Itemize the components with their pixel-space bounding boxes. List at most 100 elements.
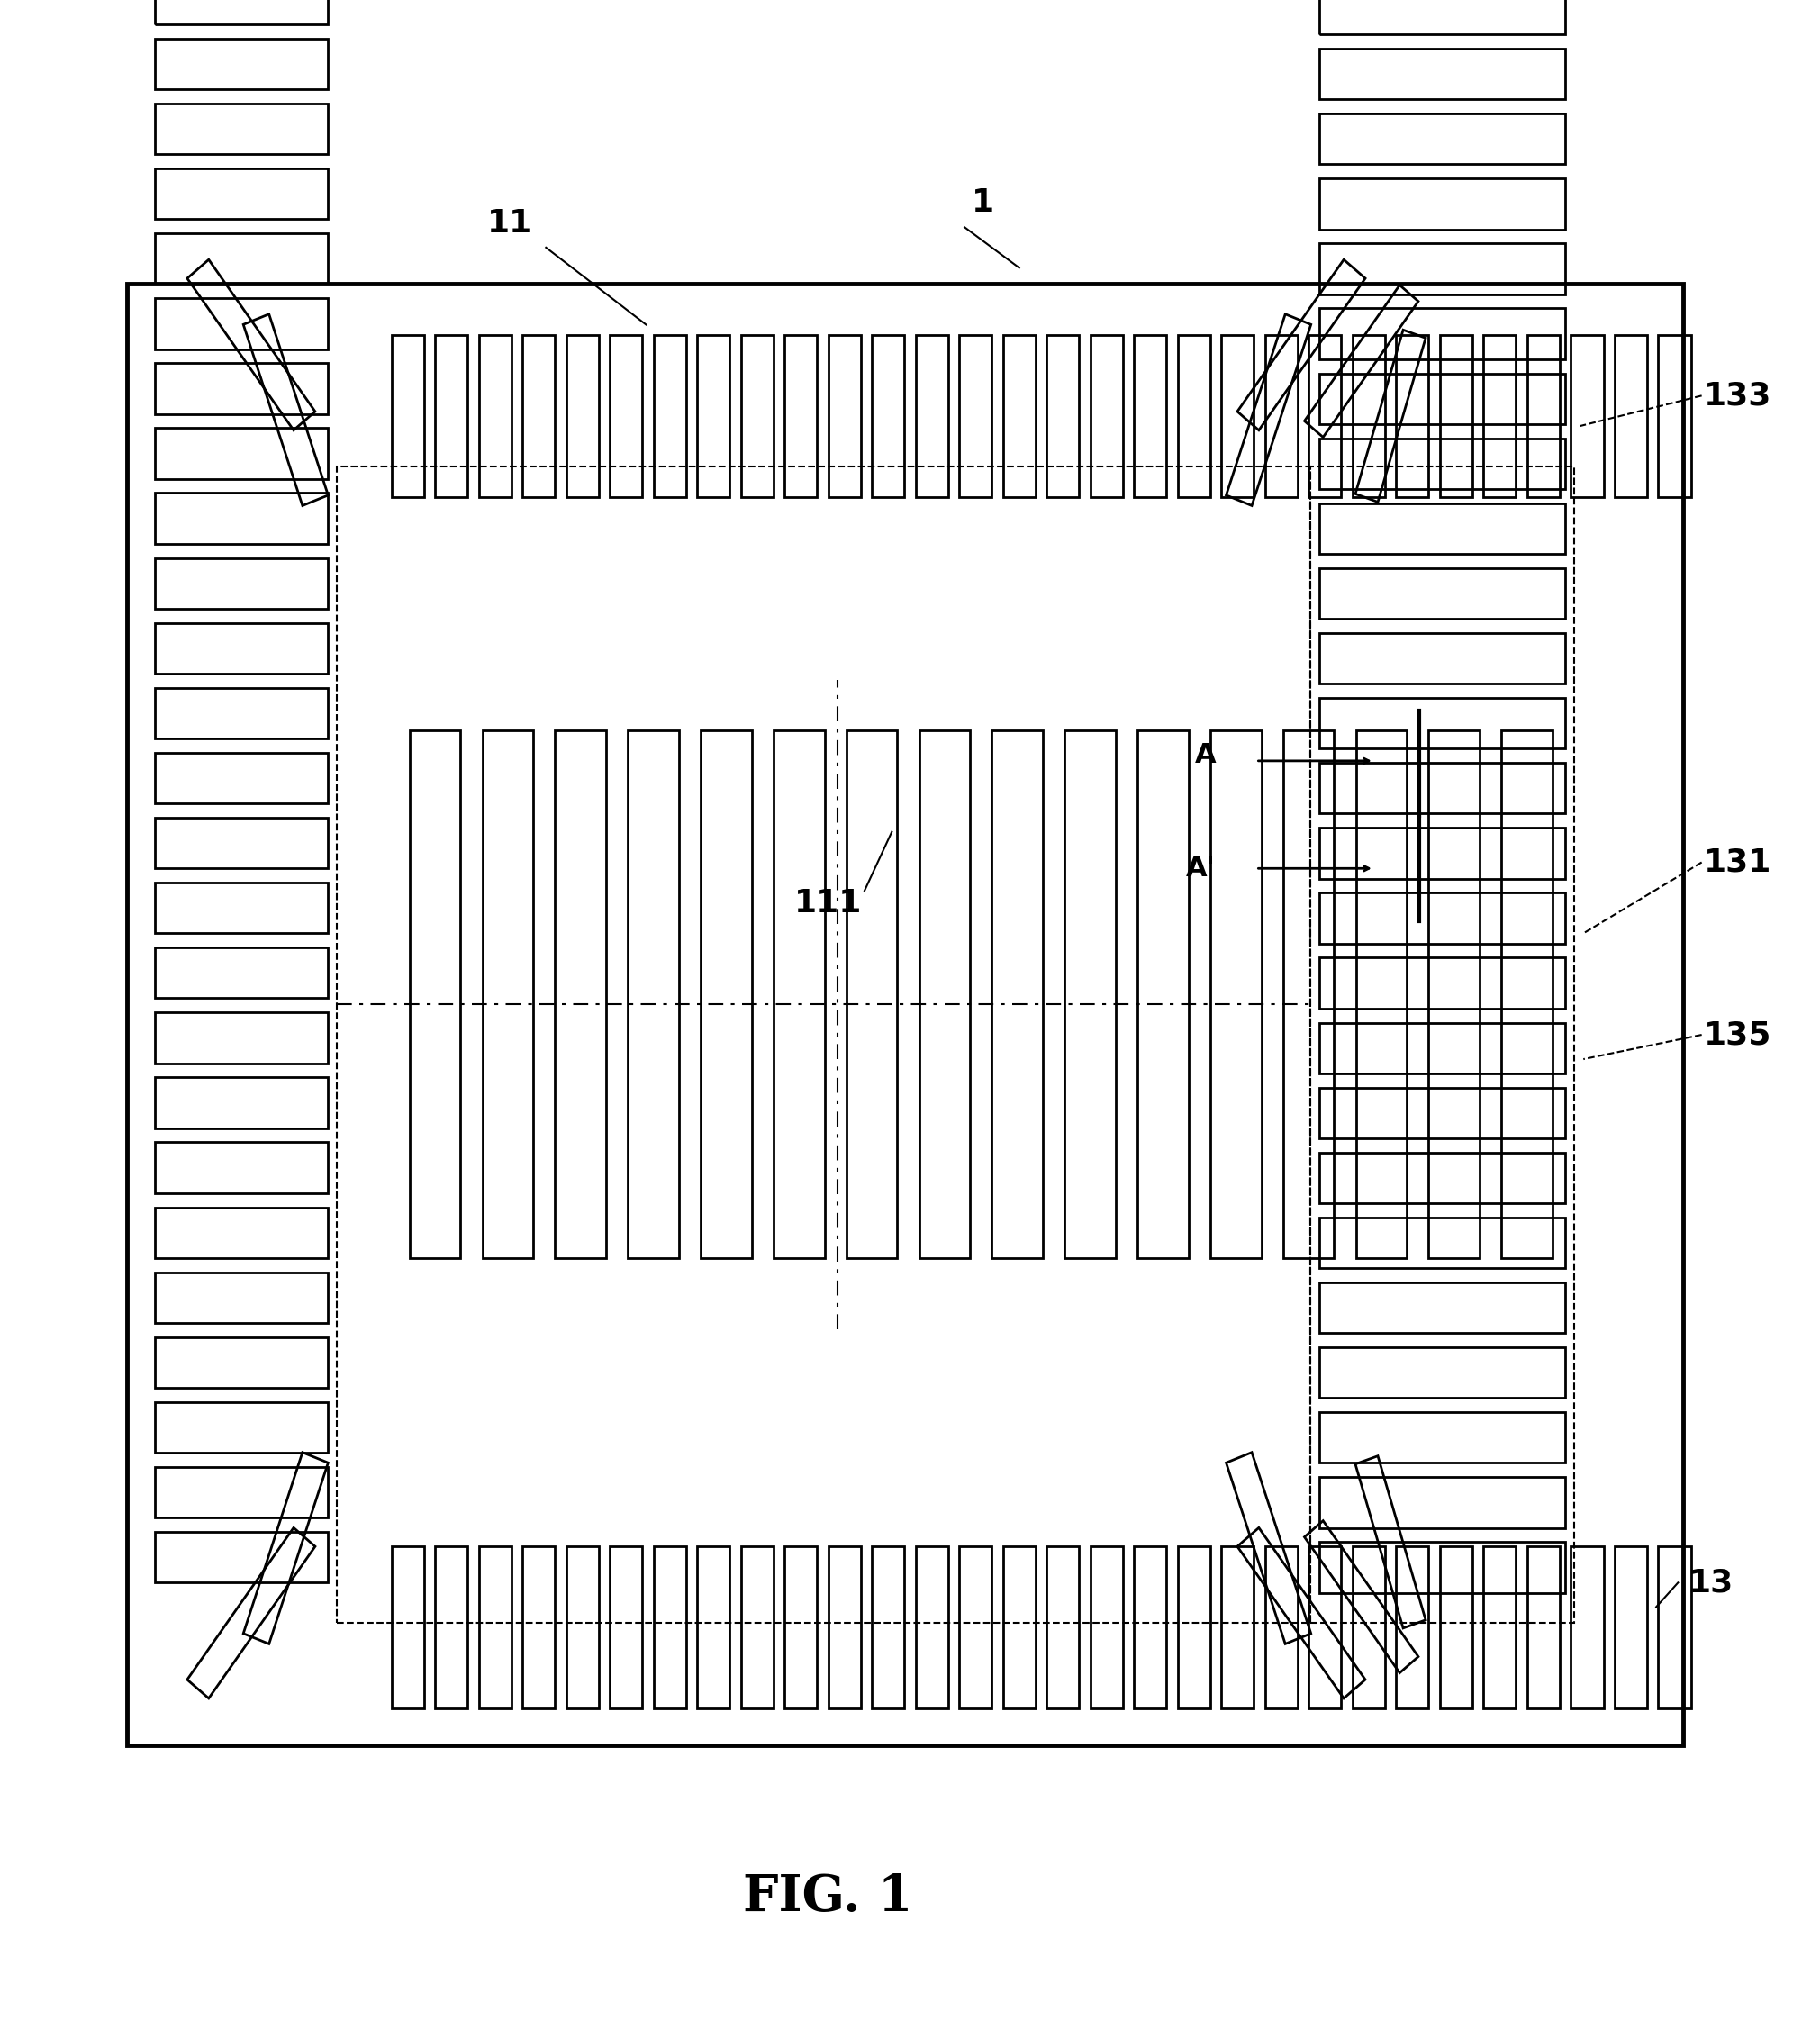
Bar <box>155 1467 328 1518</box>
Bar <box>566 335 599 497</box>
Bar <box>1483 335 1516 497</box>
Bar <box>1502 730 1552 1258</box>
Bar <box>1283 730 1334 1258</box>
Bar <box>522 1546 555 1708</box>
Bar <box>1138 730 1188 1258</box>
Bar <box>1003 335 1036 497</box>
Bar <box>155 818 328 868</box>
Text: 133: 133 <box>1704 379 1773 412</box>
Bar <box>1046 335 1079 497</box>
Bar <box>1320 503 1565 554</box>
Bar <box>959 335 992 497</box>
Bar <box>1320 1023 1565 1073</box>
Bar <box>1320 633 1565 684</box>
Bar <box>1221 335 1254 497</box>
Bar <box>1320 114 1565 164</box>
Bar <box>155 1142 328 1193</box>
Bar <box>1134 1546 1167 1708</box>
Bar <box>1003 1546 1036 1708</box>
Bar <box>628 730 679 1258</box>
Bar <box>155 39 328 89</box>
Bar <box>1320 763 1565 814</box>
Text: 11: 11 <box>488 207 531 239</box>
Bar <box>1527 335 1560 497</box>
Bar <box>1309 335 1341 497</box>
Bar <box>155 493 328 544</box>
Bar <box>155 168 328 219</box>
Bar <box>1658 1546 1691 1708</box>
Bar <box>1429 730 1480 1258</box>
Bar <box>1320 1477 1565 1528</box>
Bar <box>1265 335 1298 497</box>
Bar <box>1090 1546 1123 1708</box>
Bar <box>701 730 752 1258</box>
Text: A: A <box>1194 743 1216 767</box>
Bar <box>1320 0 1565 34</box>
Bar <box>522 335 555 497</box>
Bar <box>155 1012 328 1063</box>
Bar <box>1221 1546 1254 1708</box>
Bar <box>610 1546 642 1708</box>
Bar <box>1265 1546 1298 1708</box>
Text: 131: 131 <box>1704 846 1773 879</box>
Bar <box>155 298 328 349</box>
Bar <box>1483 1546 1516 1708</box>
Bar <box>1320 1088 1565 1138</box>
Bar <box>1320 1152 1565 1203</box>
Bar <box>784 335 817 497</box>
Bar <box>127 284 1684 1745</box>
Bar <box>846 730 897 1258</box>
Bar <box>479 335 511 497</box>
Bar <box>1320 179 1565 229</box>
Bar <box>741 335 774 497</box>
Bar <box>653 1546 686 1708</box>
Bar <box>1320 1282 1565 1333</box>
Text: 13: 13 <box>1689 1566 1733 1599</box>
Bar <box>1396 335 1429 497</box>
Bar <box>1065 730 1116 1258</box>
Bar <box>1320 958 1565 1008</box>
Bar <box>1320 308 1565 359</box>
Bar <box>155 1402 328 1453</box>
Bar <box>435 335 468 497</box>
Bar <box>1571 1546 1603 1708</box>
Bar <box>155 883 328 933</box>
Bar <box>784 1546 817 1708</box>
Bar <box>1320 893 1565 943</box>
Bar <box>391 335 424 497</box>
Bar <box>155 688 328 739</box>
Bar <box>155 558 328 609</box>
Bar <box>915 335 948 497</box>
Text: 135: 135 <box>1704 1019 1773 1051</box>
Bar <box>155 1077 328 1128</box>
Bar <box>959 1546 992 1708</box>
Bar <box>1320 243 1565 294</box>
Bar <box>410 730 460 1258</box>
Bar <box>1352 335 1385 497</box>
Bar <box>155 233 328 284</box>
Bar <box>155 103 328 154</box>
Bar <box>555 730 606 1258</box>
Bar <box>391 1546 424 1708</box>
Bar <box>1320 1347 1565 1398</box>
Bar <box>828 335 861 497</box>
Bar <box>1320 438 1565 489</box>
Bar <box>1090 335 1123 497</box>
Bar <box>697 335 730 497</box>
Bar <box>992 730 1043 1258</box>
Bar <box>610 335 642 497</box>
Bar <box>482 730 533 1258</box>
Bar <box>1178 335 1210 497</box>
Bar <box>155 1272 328 1323</box>
Bar <box>741 1546 774 1708</box>
Text: 111: 111 <box>794 887 863 919</box>
Bar <box>1614 335 1647 497</box>
Bar <box>1320 828 1565 879</box>
Bar <box>915 1546 948 1708</box>
Bar <box>155 1207 328 1258</box>
Bar <box>155 948 328 998</box>
Bar <box>155 753 328 803</box>
Bar <box>919 730 970 1258</box>
Bar <box>155 0 328 24</box>
Text: 1: 1 <box>972 187 994 219</box>
